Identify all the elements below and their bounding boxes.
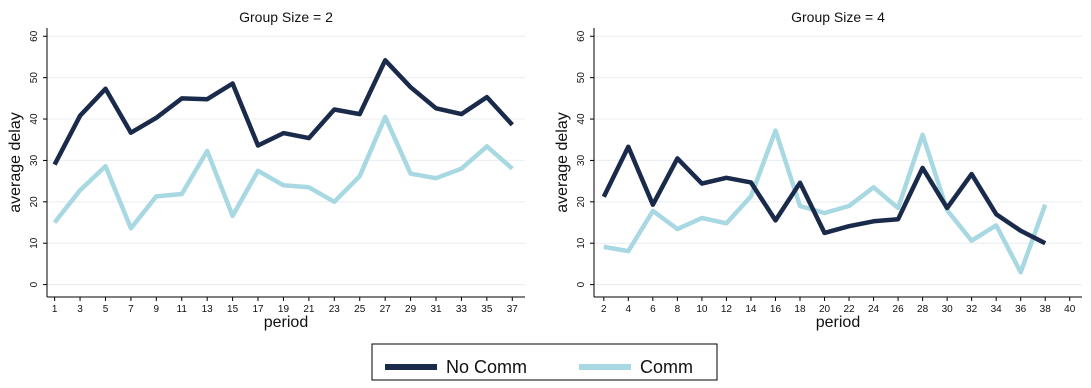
x-tick-label: 9 (154, 304, 160, 315)
x-tick-label: 12 (721, 304, 733, 315)
x-tick-label: 27 (380, 304, 392, 315)
y-tick-label: 10 (576, 237, 587, 249)
series-line-comm (52, 114, 514, 231)
x-tick-label: 11 (177, 304, 188, 315)
y-tick-label: 40 (29, 113, 40, 125)
x-tick-label: 33 (456, 304, 468, 315)
x-tick-label: 29 (405, 304, 417, 315)
y-tick-label: 0 (29, 281, 40, 287)
x-tick-label: 19 (278, 304, 290, 315)
y-axis-label: average delay (7, 112, 24, 213)
legend: No Comm Comm (371, 343, 718, 381)
series-line-comm (603, 128, 1048, 275)
x-tick-label: 36 (1015, 304, 1027, 315)
y-tick-label: 20 (29, 196, 40, 208)
y-tick-label: 60 (576, 30, 587, 42)
y-tick-label: 40 (576, 113, 587, 125)
x-tick-label: 20 (819, 304, 831, 315)
x-tick-label: 6 (650, 304, 656, 315)
x-axis-label: period (816, 314, 860, 331)
chart-title: Group Size = 4 (791, 9, 885, 25)
x-tick-label: 23 (329, 304, 341, 315)
y-tick-label: 30 (576, 154, 587, 166)
y-axis-label: average delay (554, 112, 571, 213)
x-tick-label: 37 (507, 304, 519, 315)
series-line-no-comm (601, 144, 1047, 246)
x-tick-label: 2 (601, 304, 607, 315)
x-tick-label: 32 (966, 304, 978, 315)
y-tick-label: 50 (29, 72, 40, 84)
x-axis-label: period (264, 314, 308, 331)
x-tick-label: 34 (991, 304, 1003, 315)
x-tick-label: 38 (1040, 304, 1052, 315)
y-tick-label: 60 (29, 30, 40, 42)
x-tick-label: 26 (893, 304, 905, 315)
x-tick-label: 3 (77, 304, 83, 315)
legend-label-comm: Comm (640, 357, 693, 377)
chart-title: Group Size = 2 (239, 9, 333, 25)
legend-label-no-comm: No Comm (446, 357, 527, 377)
x-tick-label: 25 (354, 304, 366, 315)
x-tick-label: 40 (1064, 304, 1076, 315)
x-tick-label: 31 (430, 304, 442, 315)
x-tick-label: 16 (770, 304, 782, 315)
x-tick-label: 21 (303, 304, 315, 315)
y-tick-label: 0 (576, 281, 587, 287)
y-tick-label: 10 (29, 237, 40, 249)
x-tick-label: 14 (745, 304, 757, 315)
y-tick-label: 30 (29, 154, 40, 166)
x-tick-label: 24 (868, 304, 880, 315)
x-tick-label: 4 (626, 304, 632, 315)
x-tick-label: 7 (128, 304, 134, 315)
x-tick-label: 28 (917, 304, 929, 315)
x-tick-label: 30 (942, 304, 954, 315)
x-tick-label: 17 (252, 304, 264, 315)
x-tick-label: 15 (227, 304, 239, 315)
x-tick-label: 35 (481, 304, 493, 315)
x-tick-label: 5 (103, 304, 109, 315)
x-tick-label: 13 (202, 304, 214, 315)
y-tick-label: 20 (576, 196, 587, 208)
y-tick-label: 50 (576, 72, 587, 84)
x-tick-label: 10 (696, 304, 708, 315)
x-tick-label: 8 (675, 304, 681, 315)
x-tick-label: 1 (52, 304, 58, 315)
x-tick-label: 22 (843, 304, 855, 315)
series-line-no-comm (52, 58, 514, 166)
x-tick-label: 18 (794, 304, 806, 315)
legend-box (371, 343, 718, 381)
